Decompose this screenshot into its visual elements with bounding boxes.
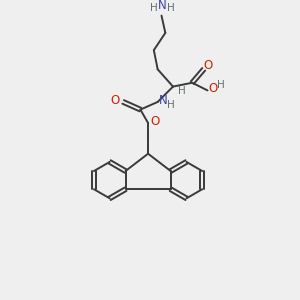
Text: H: H <box>167 100 175 110</box>
Text: O: O <box>150 115 159 128</box>
Text: N: N <box>158 0 167 12</box>
Text: H: H <box>178 86 185 96</box>
Text: O: O <box>209 82 218 95</box>
Text: O: O <box>111 94 120 107</box>
Text: O: O <box>204 59 213 72</box>
Text: H: H <box>167 3 175 13</box>
Text: H: H <box>150 3 158 13</box>
Text: H: H <box>217 80 225 90</box>
Text: N: N <box>159 94 168 106</box>
